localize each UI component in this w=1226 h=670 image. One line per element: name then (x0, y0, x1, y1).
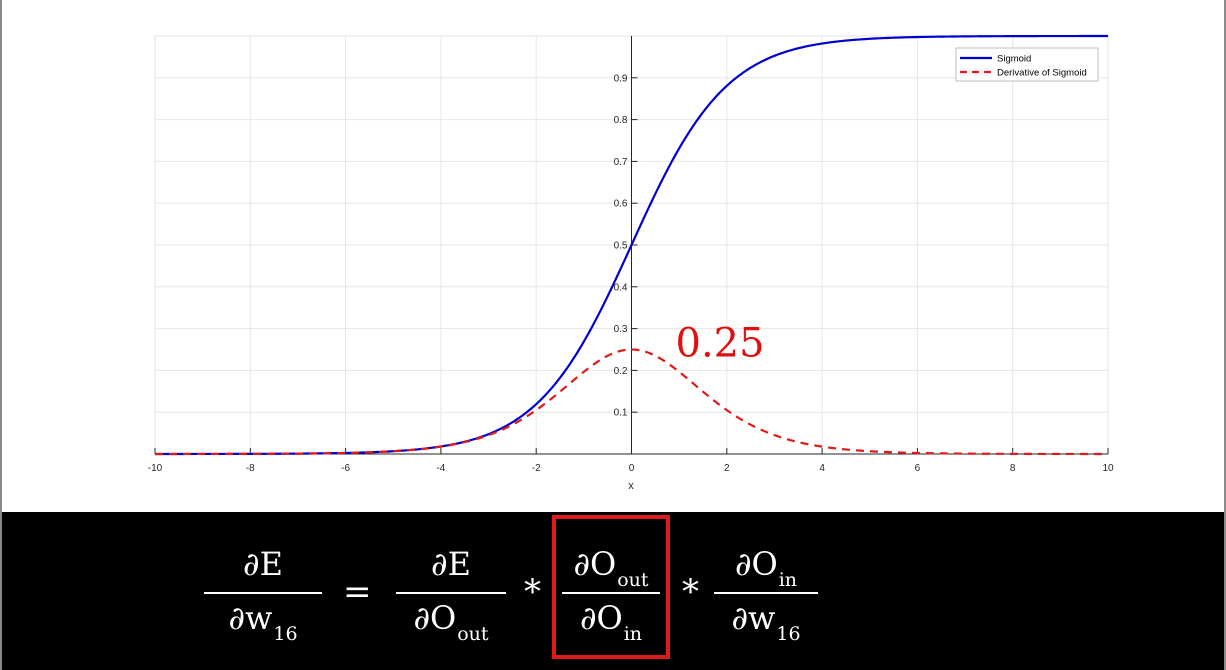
term2-numerator: ∂Oout (573, 545, 649, 591)
y-tick-label: 0.2 (614, 366, 628, 377)
x-tick-label: 8 (1010, 463, 1016, 474)
formula-band: ∂E ∂w16 = ∂E ∂Oout * ∂Oout ∂Oin * ∂Oin ∂… (0, 512, 1226, 670)
legend-label-derivative: Derivative of Sigmoid (997, 68, 1087, 79)
tick-labels: -10 -8 -6 -4 -2 0 2 4 6 8 10 0.1 0.2 0.3 0.4 0.5 0.6 0.7 0… (148, 73, 1114, 474)
term3-fraction: ∂Oin ∂w16 (708, 538, 824, 648)
x-tick-label: 0 (629, 463, 635, 474)
fraction-bar (714, 592, 818, 594)
y-tick-label: 0.3 (614, 324, 628, 335)
term2-denominator: ∂Oin (579, 599, 643, 645)
x-tick-label: 4 (819, 463, 825, 474)
peak-annotation: 0.25 (676, 321, 765, 367)
x-tick-label: -8 (246, 463, 255, 474)
legend-label-sigmoid: Sigmoid (997, 54, 1031, 65)
equals-sign: = (343, 572, 372, 612)
term1-numerator: ∂E (431, 545, 471, 583)
x-tick-label: -2 (532, 463, 541, 474)
y-tick-label: 0.5 (614, 241, 628, 252)
derivative-line (155, 348, 1108, 456)
y-tick-label: 0.6 (614, 199, 628, 210)
y-tick-label: 0.8 (614, 115, 628, 126)
x-tick-label: -4 (436, 463, 445, 474)
lhs-denominator: ∂w16 (228, 599, 298, 645)
y-tick-label: 0.4 (614, 282, 628, 293)
fraction-bar (562, 592, 660, 594)
legend: Sigmoid Derivative of Sigmoid (955, 47, 1099, 82)
term2-fraction: ∂Oout ∂Oin (556, 538, 666, 648)
term3-numerator: ∂Oin (734, 545, 798, 591)
term3-denominator: ∂w16 (731, 599, 801, 645)
highlight-box (552, 515, 670, 659)
multiply-sign-2: * (682, 572, 699, 612)
x-tick-label: 10 (1102, 463, 1114, 474)
fraction-bar (204, 592, 322, 594)
x-tick-label: 2 (724, 463, 730, 474)
term1-fraction: ∂E ∂Oout (390, 538, 512, 648)
x-tick-label: -10 (148, 463, 163, 474)
lhs-numerator: ∂E (243, 545, 283, 583)
multiply-sign-1: * (524, 572, 541, 612)
y-tick-label: 0.9 (614, 73, 628, 84)
x-axis-label: x (628, 480, 634, 492)
lhs-fraction: ∂E ∂w16 (198, 538, 328, 648)
series-group (155, 34, 1108, 456)
y-tick-label: 0.1 (614, 408, 628, 419)
y-tick-label: 0.7 (614, 157, 628, 168)
legend-box (955, 47, 1099, 82)
chart-svg: -10 -8 -6 -4 -2 0 2 4 6 8 10 0.1 0.2 0.3 0.4 0.5 0.6 0.7 0… (148, 34, 1114, 492)
term1-denominator: ∂Oout (413, 599, 489, 645)
sigmoid-chart: -10 -8 -6 -4 -2 0 2 4 6 8 10 0.1 0.2 0.3 0.4 0.5 0.6 0.7 0… (148, 34, 1114, 492)
x-tick-label: 6 (915, 463, 921, 474)
x-tick-label: -6 (341, 463, 350, 474)
fraction-bar (396, 592, 506, 594)
